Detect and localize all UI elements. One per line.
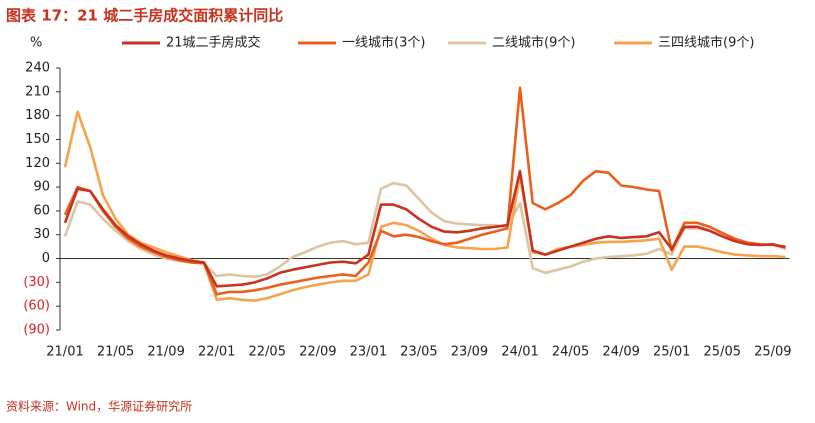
series-line — [63, 181, 786, 279]
x-tick-label: 21/09 — [147, 345, 184, 360]
y-tick-label: 0 — [42, 251, 50, 266]
legend-label: 三四线城市(9个) — [658, 35, 754, 51]
y-tick-label: 60 — [33, 203, 50, 218]
y-tick-label: 240 — [25, 61, 50, 76]
legend-label: 二线城市(9个) — [492, 35, 575, 51]
x-tick-label: 23/09 — [451, 345, 488, 360]
series-line — [63, 86, 786, 296]
x-tick-label: 25/09 — [754, 345, 791, 360]
x-tick-label: 25/05 — [704, 345, 741, 360]
source-note: 资料来源：Wind，华源证券研究所 — [6, 399, 192, 414]
legend-label: 21城二手房成交 — [166, 35, 261, 51]
x-tick-label: 24/09 — [602, 345, 639, 360]
y-axis-unit: % — [30, 36, 42, 51]
y-tick-label: (60) — [23, 299, 50, 314]
y-tick-label: 90 — [33, 180, 50, 195]
x-tick-label: 23/05 — [400, 345, 437, 360]
y-tick-label: 30 — [33, 227, 50, 242]
series-line — [63, 110, 786, 302]
y-tick-label: 180 — [25, 108, 50, 123]
x-tick-label: 22/05 — [249, 345, 286, 360]
y-tick-label: 120 — [25, 156, 50, 171]
x-tick-label: 23/01 — [350, 345, 387, 360]
x-tick-label: 25/01 — [653, 345, 690, 360]
series-line — [63, 169, 786, 288]
x-tick-label: 24/05 — [552, 345, 589, 360]
legend-label: 一线城市(3个) — [342, 35, 425, 51]
y-tick-label: 150 — [25, 132, 50, 147]
x-tick-label: 24/01 — [501, 345, 538, 360]
y-tick-label: 210 — [25, 84, 50, 99]
chart-title: 图表 17：21 城二手房成交面积累计同比 — [6, 7, 283, 25]
x-tick-label: 22/09 — [299, 345, 336, 360]
x-tick-label: 21/05 — [97, 345, 134, 360]
x-tick-label: 22/01 — [198, 345, 235, 360]
x-tick-label: 21/01 — [46, 345, 83, 360]
y-tick-label: (30) — [23, 275, 50, 290]
y-tick-label: (90) — [23, 323, 50, 338]
